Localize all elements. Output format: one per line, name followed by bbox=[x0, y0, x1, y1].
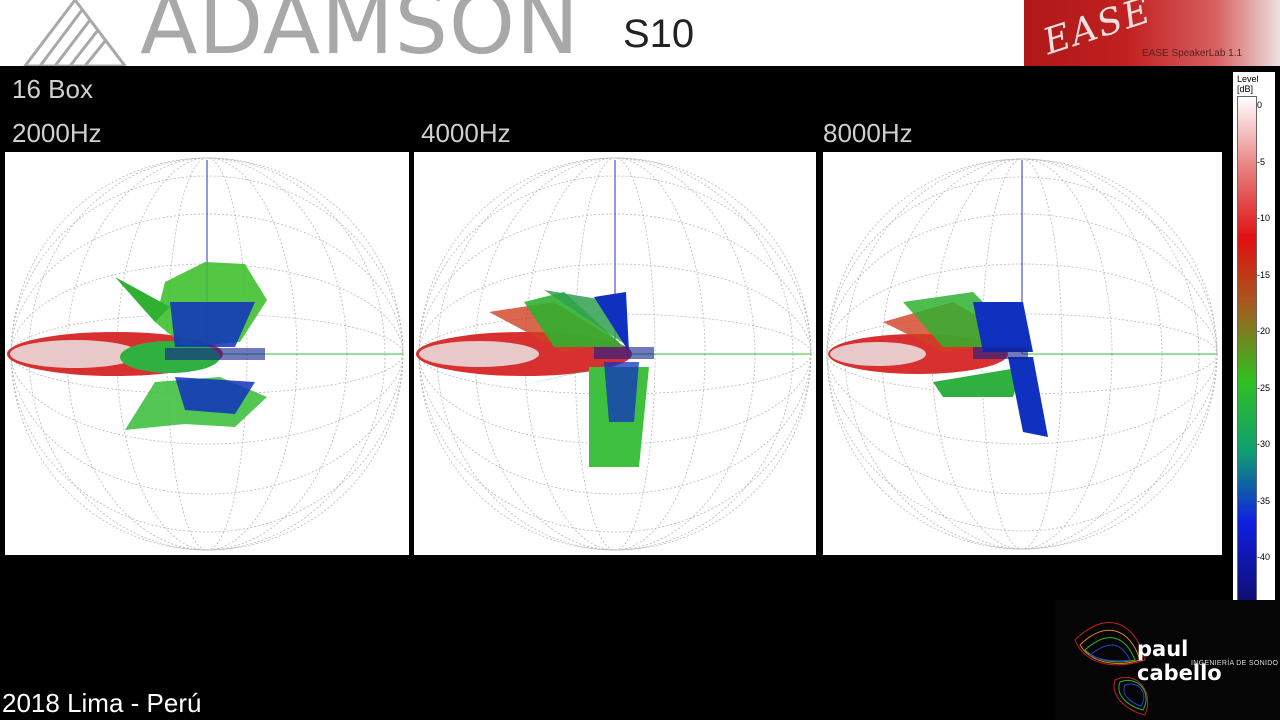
signature-tagline: INGENIERÍA DE SONIDO bbox=[1191, 660, 1279, 667]
radiation-balloon bbox=[7, 262, 267, 430]
ease-logo-text: EASE bbox=[1038, 0, 1157, 64]
level-color-scale: Level [dB] 0 -5 -10 -15 -20 -25 -30 -35 -40 bbox=[1233, 72, 1275, 664]
frequency-label-1: 2000Hz bbox=[12, 118, 102, 148]
scale-title-level: Level bbox=[1237, 74, 1259, 84]
butterfly-logo-icon bbox=[1074, 622, 1149, 716]
config-title: 16 Box bbox=[12, 74, 93, 104]
frequency-label-2: 4000Hz bbox=[421, 118, 511, 148]
scale-tick-label: -10 bbox=[1257, 213, 1271, 224]
frequency-label-3: 8000Hz bbox=[823, 118, 913, 148]
brand-name: ADAMSON bbox=[140, 0, 580, 73]
scale-tick-label: -25 bbox=[1257, 382, 1271, 393]
scale-tick-label: -40 bbox=[1257, 552, 1271, 563]
adamson-triangle-icon bbox=[23, 0, 127, 66]
balloon-plot-4000hz bbox=[414, 152, 816, 555]
adamson-logo: ADAMSON bbox=[20, 0, 579, 66]
radiation-balloon bbox=[828, 292, 1048, 437]
ease-logo: EASE EASE SpeakerLab 1.1 bbox=[1024, 0, 1280, 66]
balloon-4000hz-svg bbox=[416, 157, 812, 551]
scale-tick-label: -5 bbox=[1257, 156, 1266, 167]
balloon-2000hz-svg bbox=[7, 157, 404, 551]
balloon-plot-8000hz bbox=[823, 152, 1222, 555]
radiation-balloon bbox=[416, 290, 654, 467]
paul-cabello-logo: paul cabello INGENIERÍA DE SONIDO bbox=[1055, 600, 1280, 720]
scale-title-unit: [dB] bbox=[1237, 84, 1254, 94]
model-name: S10 bbox=[623, 12, 695, 56]
scale-tick-label: -30 bbox=[1257, 439, 1271, 450]
header-bar: ADAMSON S10 EASE EASE SpeakerLab 1.1 bbox=[0, 0, 1280, 66]
ease-subtitle: EASE SpeakerLab 1.1 bbox=[1142, 48, 1243, 59]
footer-text: 2018 Lima - Perú bbox=[2, 688, 202, 718]
signature-name: paul cabello bbox=[1137, 637, 1222, 685]
scale-tick-label: -15 bbox=[1257, 269, 1271, 280]
scale-tick-label: -35 bbox=[1257, 495, 1271, 506]
scale-gradient-bar bbox=[1237, 96, 1257, 664]
balloon-plot-2000hz bbox=[5, 152, 409, 555]
scale-title: Level [dB] bbox=[1237, 74, 1259, 94]
scale-tick-label: 0 bbox=[1257, 100, 1263, 110]
scale-tick-label: -20 bbox=[1257, 326, 1271, 337]
balloon-8000hz-svg bbox=[826, 158, 1218, 550]
